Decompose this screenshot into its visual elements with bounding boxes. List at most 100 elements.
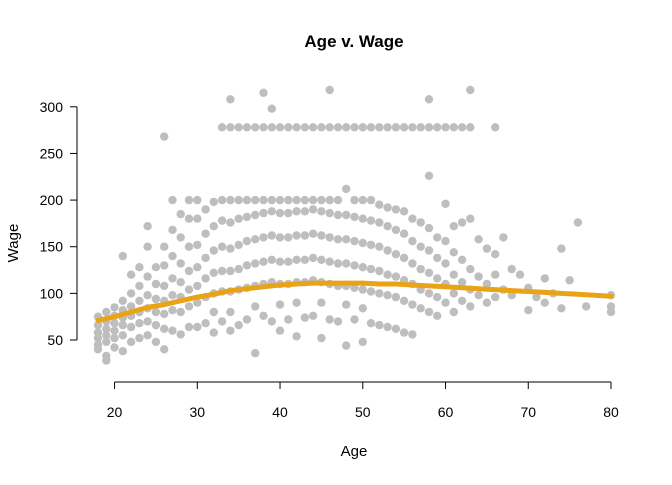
data-point [474,235,483,244]
data-point [416,304,425,313]
data-point [292,195,301,205]
data-point [251,259,260,268]
data-point [184,266,194,276]
data-point [308,205,318,214]
data-point [424,95,434,104]
data-point [466,85,475,95]
y-tick-label: 200 [40,192,64,208]
x-tick-label: 40 [272,404,288,420]
data-point [184,242,194,251]
data-point [317,195,326,205]
data-point [234,214,243,223]
data-point [325,233,334,242]
data-point [151,307,161,317]
data-point [118,347,128,356]
data-point [424,289,434,298]
x-tick-label: 50 [355,404,371,420]
data-point [325,257,334,266]
data-point [193,322,202,332]
data-point [267,123,276,132]
data-point [275,300,285,309]
data-point [408,259,417,268]
data-point [333,195,343,205]
data-point [433,253,442,263]
data-point [358,285,367,294]
data-point [449,307,458,317]
data-point [524,306,533,315]
data-point [151,263,161,272]
data-point [93,333,103,343]
data-point [375,123,384,132]
data-point [333,123,343,132]
y-tick-label: 100 [40,285,64,301]
data-point [582,302,591,311]
data-point [499,233,508,242]
data-point [433,292,442,302]
data-point [135,281,144,291]
data-point [226,195,235,205]
data-point [259,208,268,218]
data-point [160,132,169,141]
data-point [193,263,202,272]
data-point [168,225,177,235]
x-axis-label: Age [341,443,368,460]
data-point [135,296,144,305]
data-point [217,216,227,225]
data-point [267,231,276,240]
data-point [275,233,285,242]
data-point [168,274,177,283]
data-point [275,208,285,218]
data-point [234,320,243,330]
data-point [399,207,409,216]
data-point [226,218,235,227]
data-point [259,311,268,320]
data-point [267,195,276,205]
data-point [358,337,367,347]
data-point [383,222,392,231]
data-point [491,250,500,259]
data-point [342,341,351,350]
data-point [532,292,541,302]
data-point [201,205,210,214]
data-point [259,195,268,205]
data-point [449,123,458,132]
data-point [176,307,185,317]
data-point [143,272,152,281]
data-point [126,270,136,279]
data-point [358,214,367,223]
data-point [118,331,128,340]
data-point [160,281,169,291]
data-point [209,222,218,231]
data-point [176,233,185,242]
data-point [441,298,450,307]
data-point [358,263,367,272]
data-point [151,320,161,330]
data-point [118,296,128,305]
data-point [466,264,475,274]
data-point [143,222,152,231]
data-point [441,236,450,246]
data-point [441,259,450,268]
data-point [424,246,434,255]
data-point [259,257,268,266]
data-point [93,345,103,354]
data-point [184,285,194,294]
data-point [424,223,434,233]
data-point [151,279,161,289]
scatter-points [93,85,616,365]
data-point [110,343,119,352]
data-point [251,195,260,205]
data-point [399,253,409,263]
data-point [375,242,384,251]
data-point [383,246,392,255]
data-point [433,123,442,132]
data-point [375,289,384,298]
data-point [308,229,318,238]
data-point [416,264,425,274]
data-point [383,322,392,332]
data-point [350,261,359,270]
data-point [557,304,566,313]
data-point [317,231,326,240]
data-point [184,322,194,332]
